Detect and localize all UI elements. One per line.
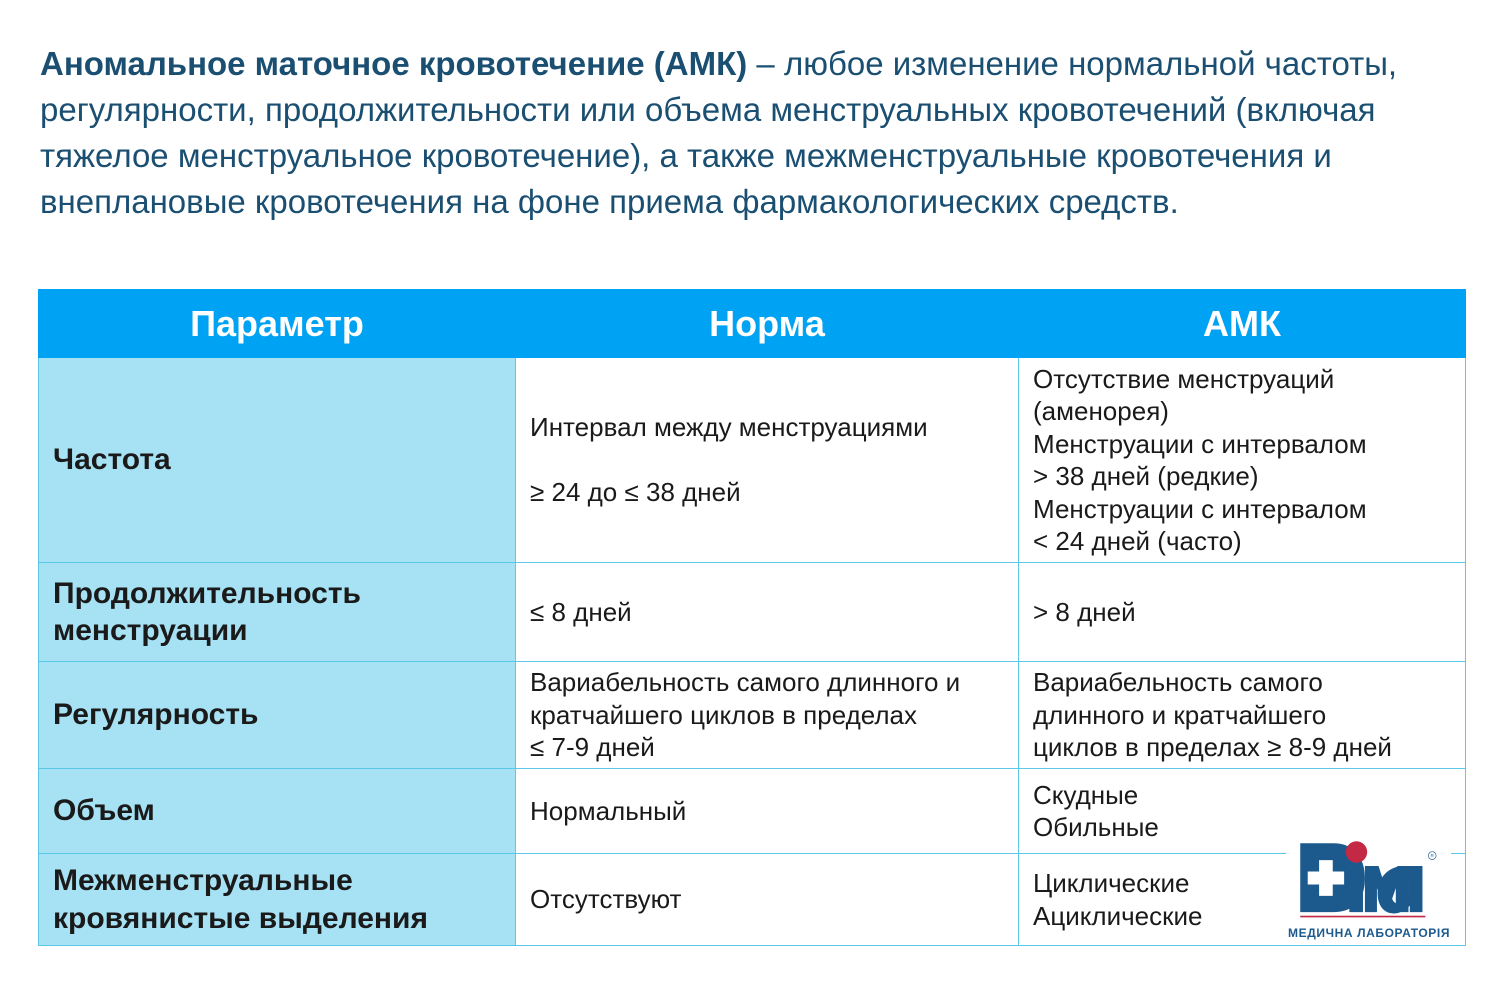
svg-text:R: R xyxy=(1431,853,1435,858)
